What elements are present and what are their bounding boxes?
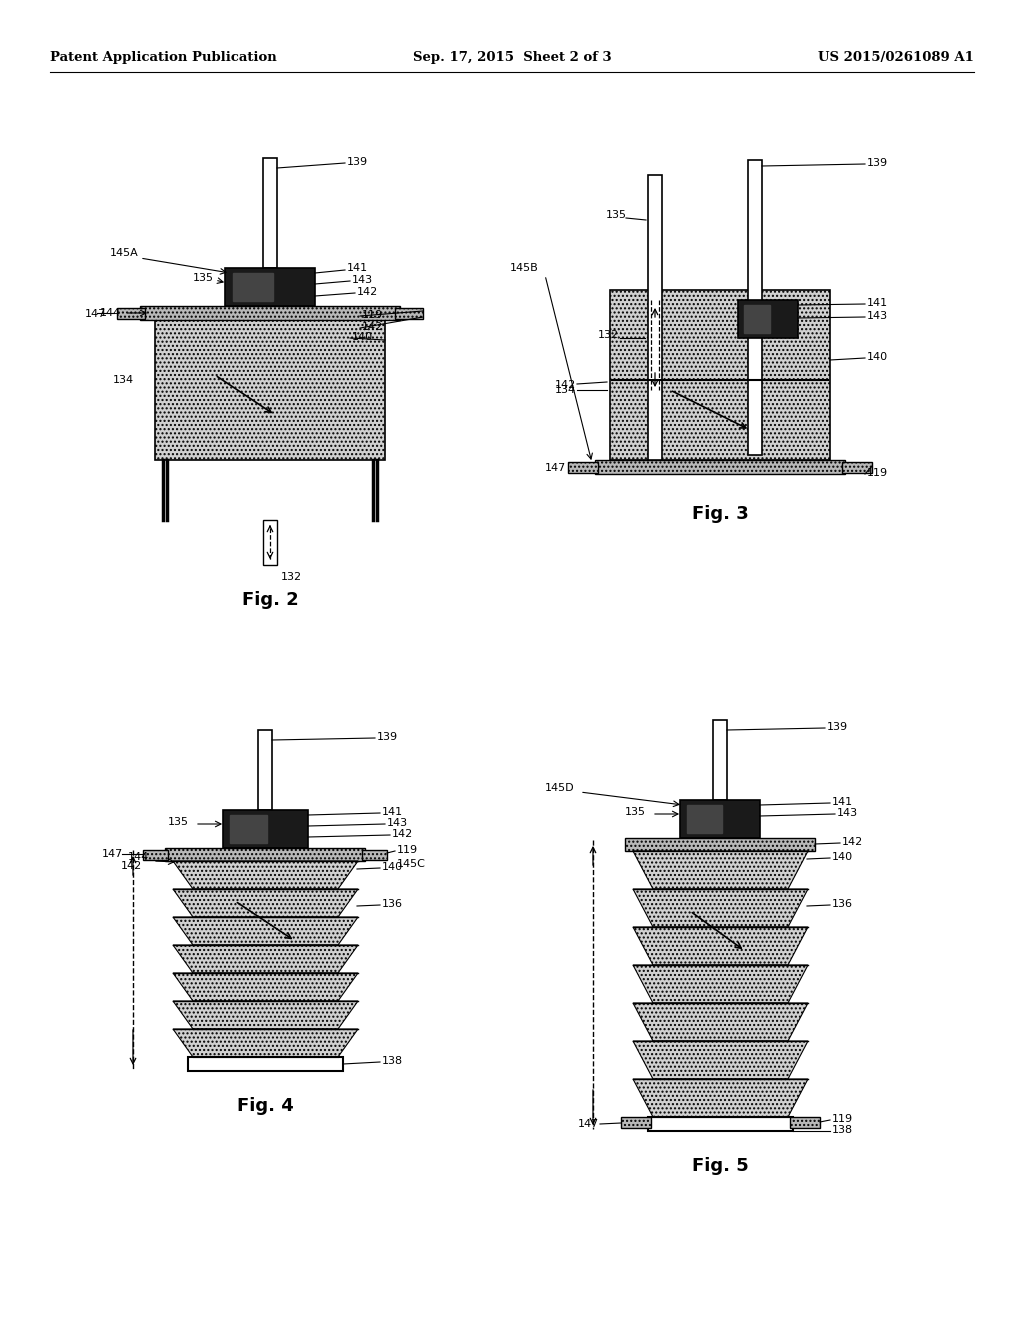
Bar — [842, 462, 872, 473]
Text: 145B: 145B — [510, 263, 539, 273]
Bar — [621, 1117, 651, 1129]
Bar — [568, 462, 598, 473]
Text: Fig. 3: Fig. 3 — [691, 506, 749, 523]
Text: 135: 135 — [606, 210, 627, 220]
Text: Fig. 4: Fig. 4 — [237, 1097, 293, 1115]
Text: Fig. 5: Fig. 5 — [691, 1158, 749, 1175]
Bar — [610, 290, 830, 459]
Bar — [625, 838, 815, 851]
Text: 147: 147 — [85, 309, 106, 319]
Text: 143: 143 — [387, 818, 409, 828]
Text: 138: 138 — [831, 1125, 853, 1135]
Text: 119: 119 — [867, 469, 888, 478]
Text: 138: 138 — [382, 1056, 403, 1067]
Polygon shape — [633, 1041, 808, 1078]
Text: 135: 135 — [193, 273, 214, 282]
Text: 136: 136 — [831, 899, 853, 909]
Text: US 2015/0261089 A1: US 2015/0261089 A1 — [818, 51, 974, 65]
Polygon shape — [173, 1001, 358, 1030]
Text: 147: 147 — [545, 463, 566, 473]
Text: 140: 140 — [352, 333, 373, 342]
Text: 139: 139 — [377, 733, 398, 742]
Polygon shape — [173, 1030, 358, 1057]
Text: 132: 132 — [281, 572, 302, 582]
Text: Patent Application Publication: Patent Application Publication — [50, 51, 276, 65]
Bar — [230, 814, 267, 843]
Text: 143: 143 — [837, 808, 858, 818]
Text: 139: 139 — [867, 158, 888, 168]
Bar — [225, 268, 315, 306]
Text: 134: 134 — [113, 375, 134, 385]
Bar — [155, 319, 385, 459]
Polygon shape — [173, 861, 358, 888]
Bar — [223, 810, 308, 847]
Bar — [117, 308, 145, 319]
Polygon shape — [633, 927, 808, 965]
Text: 134: 134 — [555, 385, 577, 395]
Text: 135: 135 — [168, 817, 189, 828]
Bar — [687, 805, 722, 833]
Bar — [748, 160, 762, 455]
Text: 135: 135 — [625, 807, 646, 817]
Bar — [790, 1117, 820, 1129]
Text: 145A: 145A — [110, 248, 138, 257]
Bar — [648, 1117, 793, 1131]
Text: 143: 143 — [867, 312, 888, 321]
Polygon shape — [633, 1078, 808, 1117]
Text: 142: 142 — [392, 829, 414, 840]
Polygon shape — [633, 965, 808, 1003]
Text: 145D: 145D — [545, 783, 574, 793]
Text: 119: 119 — [397, 845, 418, 855]
Bar — [165, 847, 365, 861]
Text: 144: 144 — [100, 308, 121, 318]
Text: 140: 140 — [867, 352, 888, 362]
Text: 136: 136 — [382, 899, 403, 909]
Bar — [744, 305, 770, 333]
Bar — [140, 306, 400, 319]
Polygon shape — [633, 851, 808, 888]
Polygon shape — [633, 1003, 808, 1041]
Text: 141: 141 — [382, 807, 403, 817]
Text: 140: 140 — [831, 851, 853, 862]
Bar — [362, 850, 387, 861]
Polygon shape — [173, 888, 358, 917]
Bar — [395, 308, 423, 319]
Text: 142: 142 — [357, 286, 378, 297]
Text: 141: 141 — [831, 797, 853, 807]
Bar — [233, 273, 273, 301]
Text: 132: 132 — [598, 330, 620, 341]
Bar — [258, 730, 272, 810]
Bar — [595, 459, 845, 474]
Bar — [188, 1057, 343, 1071]
Text: 147: 147 — [102, 849, 123, 859]
Text: 139: 139 — [827, 722, 848, 733]
Polygon shape — [173, 973, 358, 1001]
Text: 147: 147 — [578, 1119, 599, 1129]
Text: 142: 142 — [555, 380, 577, 389]
Polygon shape — [633, 888, 808, 927]
Text: 142: 142 — [362, 322, 383, 333]
Text: 144: 144 — [128, 851, 150, 862]
Text: 140: 140 — [382, 862, 403, 873]
Bar — [680, 800, 760, 838]
Text: 119: 119 — [831, 1114, 853, 1125]
Polygon shape — [173, 945, 358, 973]
Text: 142: 142 — [842, 837, 863, 847]
Bar — [648, 176, 662, 459]
Text: 143: 143 — [352, 275, 373, 285]
Bar — [713, 719, 727, 800]
Text: 145C: 145C — [397, 859, 426, 869]
Text: 142: 142 — [121, 861, 142, 871]
Text: 119: 119 — [362, 310, 383, 319]
Text: 141: 141 — [867, 298, 888, 308]
Polygon shape — [173, 917, 358, 945]
Bar — [263, 520, 278, 565]
Bar — [143, 850, 168, 861]
Text: 139: 139 — [347, 157, 368, 168]
Bar — [738, 300, 798, 338]
Text: Fig. 2: Fig. 2 — [242, 591, 298, 609]
Bar — [263, 158, 278, 268]
Text: Sep. 17, 2015  Sheet 2 of 3: Sep. 17, 2015 Sheet 2 of 3 — [413, 51, 611, 65]
Text: 141: 141 — [347, 263, 368, 273]
